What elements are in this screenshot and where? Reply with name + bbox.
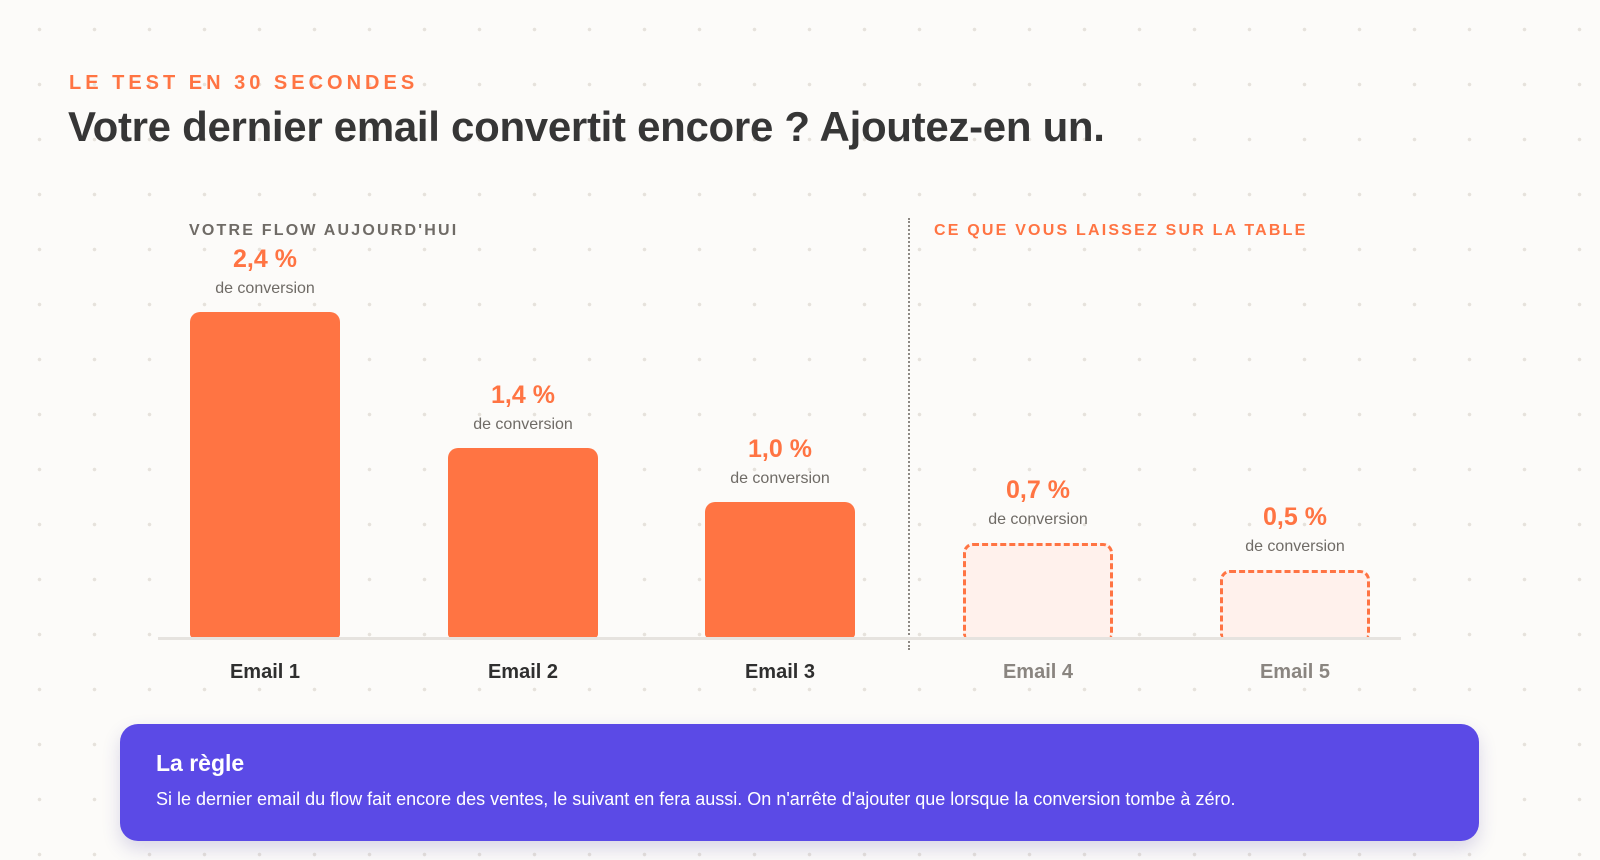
section-label-current-flow: VOTRE FLOW AUJOURD'HUI xyxy=(189,222,459,239)
bar-3 xyxy=(705,502,855,638)
bar-sublabel: de conversion xyxy=(988,511,1088,528)
bar-value-label: 0,5 % xyxy=(1263,503,1327,531)
bar-2 xyxy=(448,448,598,638)
category-label: Email 4 xyxy=(1002,661,1074,683)
bar-sublabel: de conversion xyxy=(215,280,315,297)
category-label: Email 2 xyxy=(487,661,559,683)
bar-sublabel: de conversion xyxy=(730,470,830,487)
section-divider xyxy=(908,218,910,650)
rule-callout: La règle Si le dernier email du flow fai… xyxy=(120,724,1479,841)
category-label: Email 1 xyxy=(229,661,301,683)
rule-title: La règle xyxy=(156,750,245,776)
eyebrow: LE TEST EN 30 SECONDES xyxy=(69,72,419,94)
bar-5 xyxy=(1220,570,1370,638)
category-label: Email 3 xyxy=(744,661,816,683)
section-label-missed: CE QUE VOUS LAISSEZ SUR LA TABLE xyxy=(934,222,1308,239)
chart-baseline xyxy=(158,637,1401,640)
bar-sublabel: de conversion xyxy=(1245,538,1345,555)
rule-text: Si le dernier email du flow fait encore … xyxy=(156,789,1236,809)
bar-value-label: 2,4 % xyxy=(233,245,297,273)
bar-4 xyxy=(963,543,1113,638)
bar-value-label: 1,4 % xyxy=(491,381,555,409)
bar-value-label: 1,0 % xyxy=(748,435,812,463)
bar-sublabel: de conversion xyxy=(473,416,573,433)
category-label: Email 5 xyxy=(1259,661,1331,683)
bar-1 xyxy=(190,312,340,638)
page-title: Votre dernier email convertit encore ? A… xyxy=(68,103,1105,150)
bar-value-label: 0,7 % xyxy=(1006,476,1070,504)
